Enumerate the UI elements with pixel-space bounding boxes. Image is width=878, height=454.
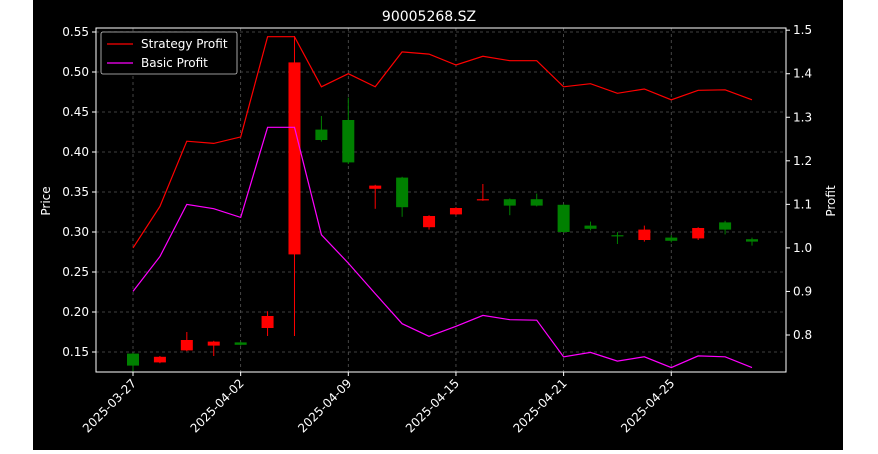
candle-body: [315, 129, 328, 140]
y-right-tick-label: 1.4: [793, 67, 812, 81]
y-left-tick-label: 0.50: [62, 65, 89, 79]
y-left-tick-label: 0.15: [62, 345, 89, 359]
candle-body: [153, 356, 166, 363]
candle-body: [638, 229, 651, 240]
x-tick-label: 2025-04-21: [511, 376, 570, 435]
candle-body: [503, 199, 516, 206]
legend-box: [100, 31, 238, 75]
y-left-tick-label: 0.25: [62, 265, 89, 279]
legend-strategy-label: Strategy Profit: [141, 37, 228, 51]
candle-body: [234, 342, 247, 345]
candle-body: [665, 237, 678, 241]
y-axis-right-label: Profit: [824, 185, 838, 217]
candle-body: [207, 341, 220, 346]
y-right-tick-label: 1.0: [793, 241, 812, 255]
candlestick-profit-chart: 0.15 0.20 0.25 0.30 0.35 0.40 0.45 0.50 0.55 0.8 0…: [39, 9, 838, 435]
x-tick-label: 2025-04-25: [618, 376, 677, 435]
y-right-tick-label: 0.9: [793, 284, 812, 298]
candle-body: [584, 225, 597, 229]
y-right-tick-label: 1.1: [793, 197, 812, 211]
candle-layer: [127, 36, 758, 372]
candle-body: [476, 199, 489, 201]
candle-body: [288, 62, 301, 255]
y-left-tick-label: 0.20: [62, 305, 89, 319]
y-left-tick-label: 0.30: [62, 225, 89, 239]
y-right-tick-label: 1.2: [793, 154, 812, 168]
candle-body: [692, 228, 705, 239]
candle-body: [261, 316, 274, 328]
y-right-tick-label: 1.3: [793, 110, 812, 124]
candle-body: [719, 222, 732, 230]
candle-body: [127, 353, 139, 366]
plot-frame: [95, 27, 787, 373]
y-right-tick-label: 0.8: [793, 328, 812, 342]
chart-figure: 0.15 0.20 0.25 0.30 0.35 0.40 0.45 0.50 0.55 0.8 0…: [33, 0, 843, 450]
candle-body: [369, 185, 382, 189]
candle-body: [396, 177, 409, 208]
legend-basic-label: Basic Profit: [141, 56, 208, 70]
x-tick-label: 2025-04-09: [295, 376, 354, 435]
y-left-tick-label: 0.40: [62, 145, 89, 159]
y-left-tick-label: 0.45: [62, 105, 89, 119]
line-layer: [132, 36, 753, 369]
grid-layer: [96, 28, 786, 372]
x-tick-label: 2025-04-15: [403, 376, 462, 435]
candle-body: [746, 239, 758, 242]
candle-body: [611, 235, 624, 237]
candle-body: [180, 340, 193, 351]
candle-body: [342, 120, 355, 163]
candle-body: [530, 199, 543, 206]
strategy-profit-line: [132, 36, 753, 249]
x-tick-label: 2025-04-02: [188, 376, 247, 435]
candle-body: [449, 208, 462, 215]
y-axis-left-label: Price: [39, 186, 53, 215]
chart-title: 90005268.SZ: [382, 9, 476, 25]
y-left-tick-label: 0.35: [62, 185, 89, 199]
candle-body: [423, 216, 436, 228]
x-tick-label: 2025-03-27: [80, 376, 139, 435]
basic-profit-line: [132, 126, 753, 369]
y-left-tick-label: 0.55: [62, 25, 89, 39]
y-right-tick-label: 1.5: [793, 23, 812, 37]
candle-body: [557, 204, 570, 232]
legend: Strategy Profit Basic Profit: [100, 31, 238, 75]
